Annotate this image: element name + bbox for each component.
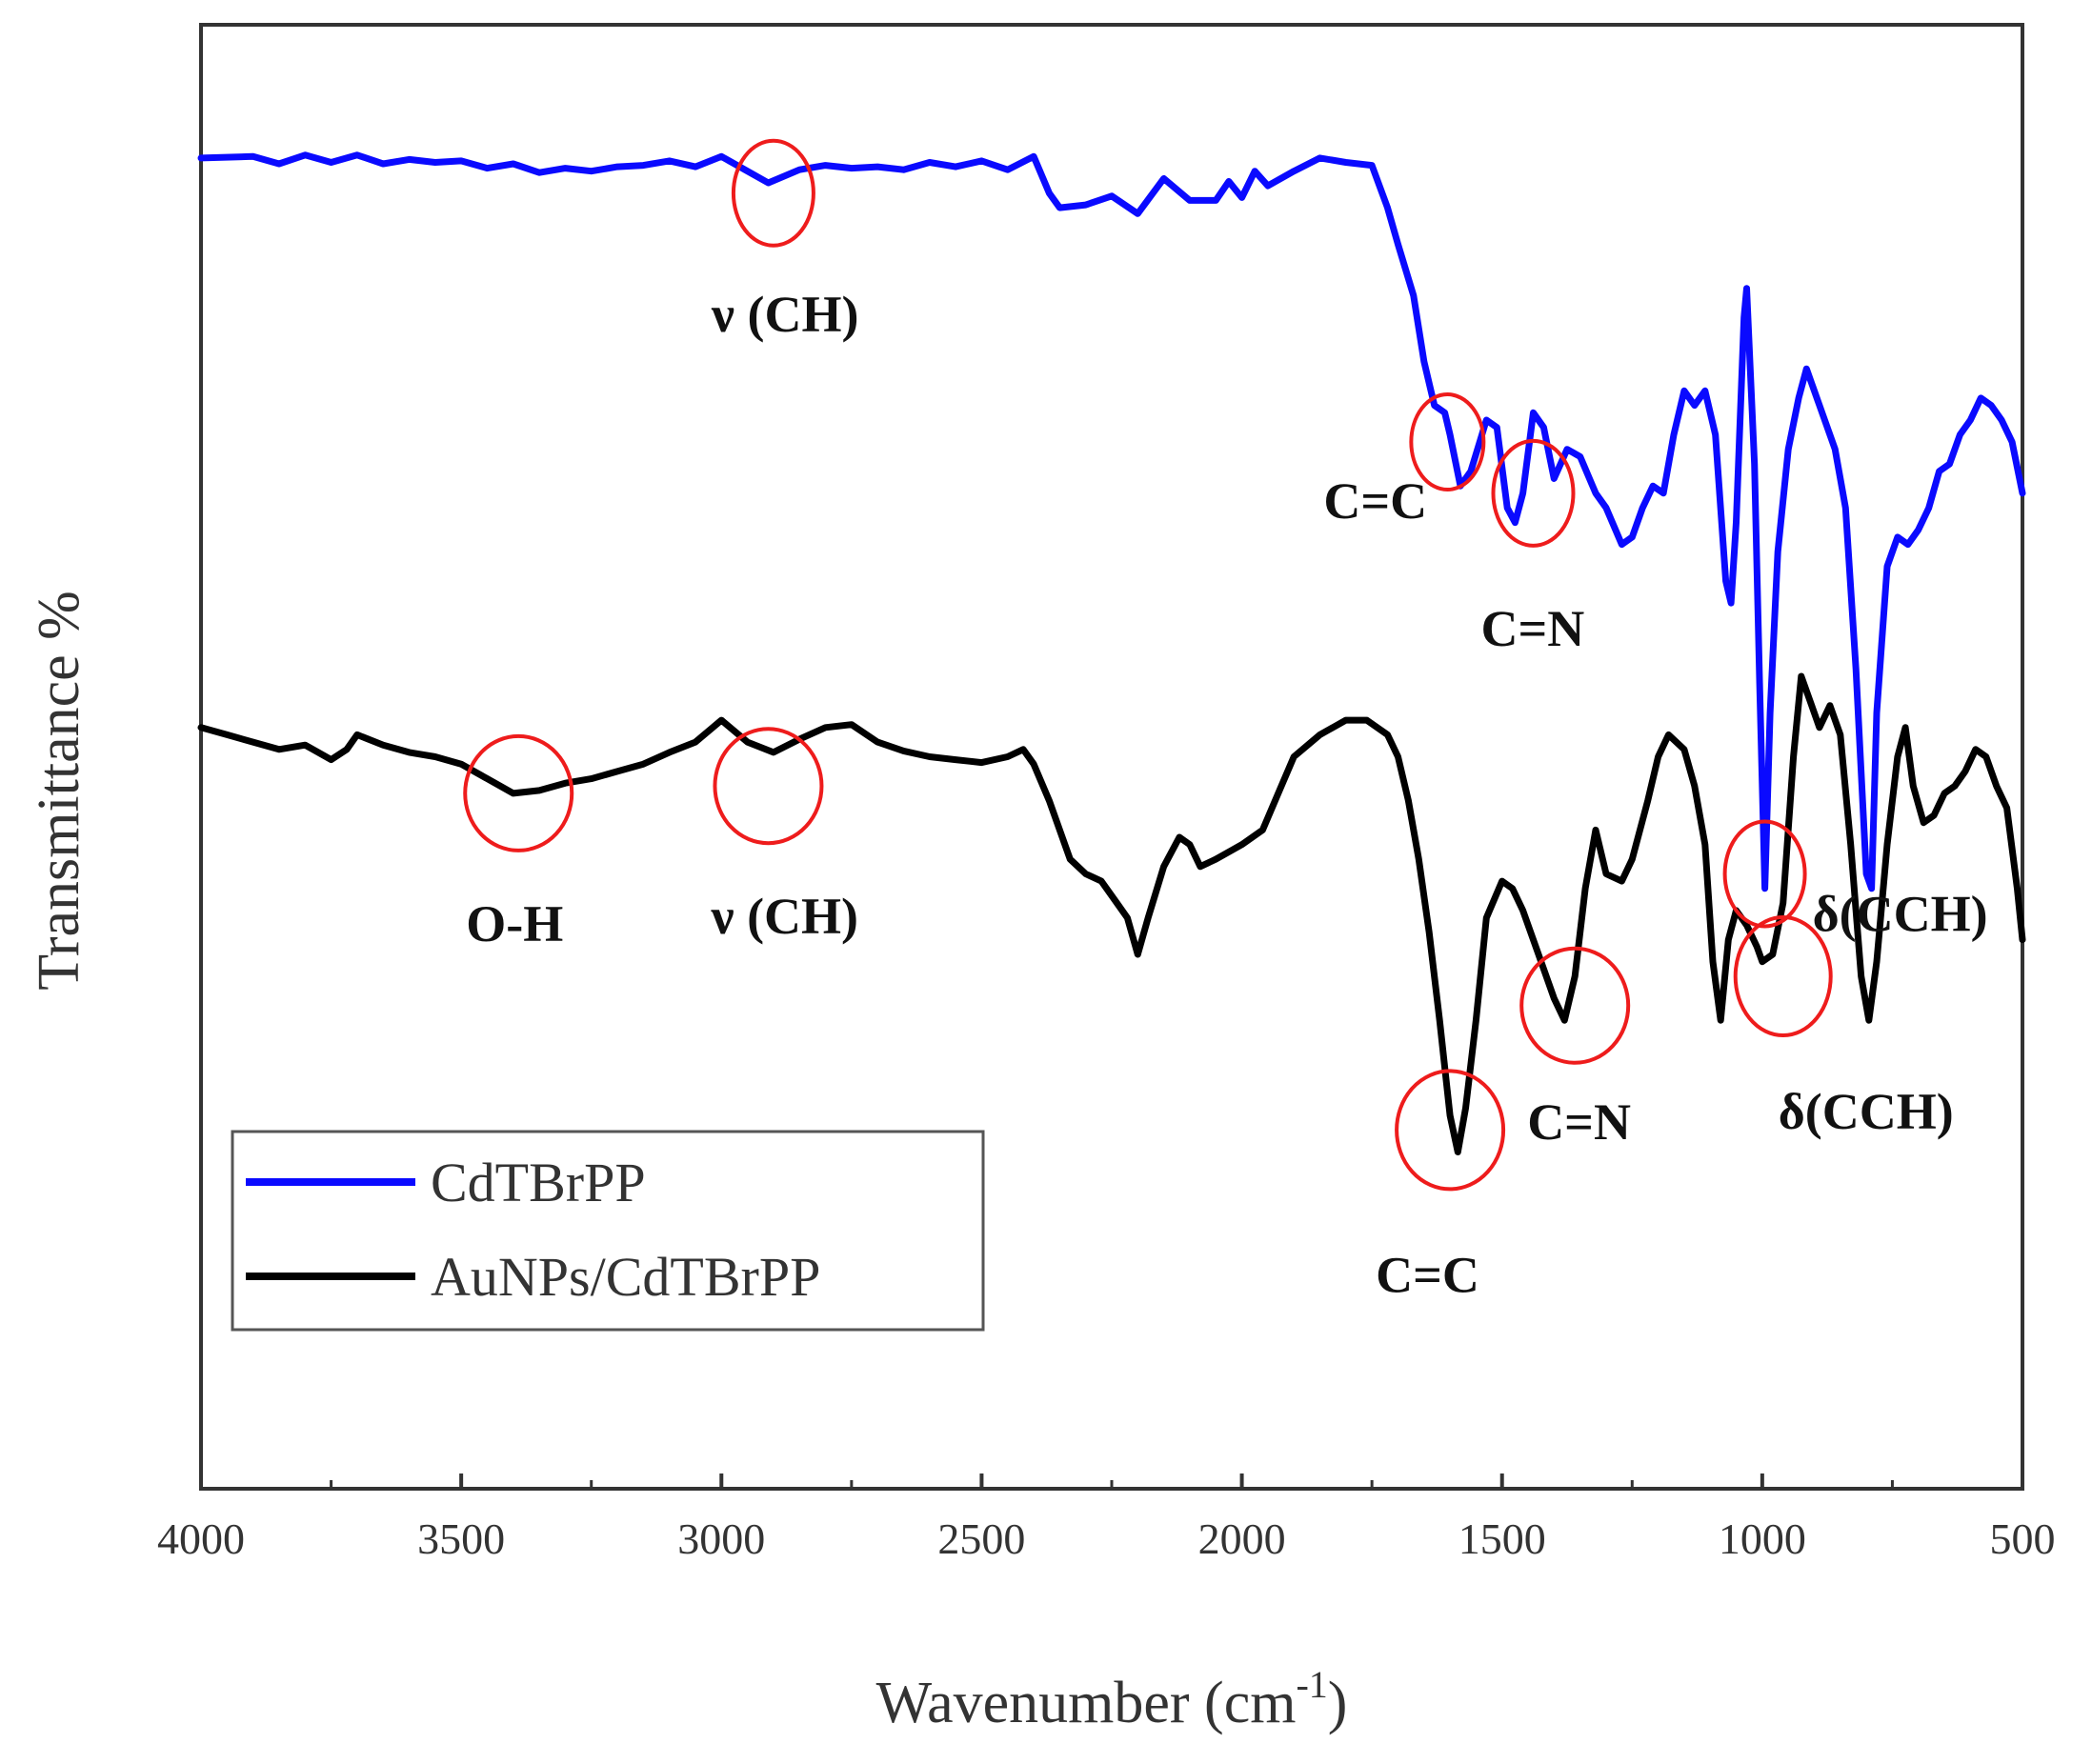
- legend-label-aunps-cdtbrpp: AuNPs/CdTBrPP: [431, 1246, 820, 1308]
- peak-circle-0: [731, 138, 815, 248]
- x-tick-label-3000: 3000: [677, 1514, 765, 1563]
- x-tick-label-3500: 3500: [417, 1514, 505, 1563]
- x-axis-title-end: ): [1328, 1671, 1348, 1735]
- x-tick-label-500: 500: [1990, 1514, 2056, 1563]
- annotation-layer: ν (CH) C=C C=N δ(CCH) O-H ν (CH) C=C C=N δ(CCH): [463, 138, 1988, 1303]
- peak-circle-7: [1519, 946, 1631, 1065]
- peak-label-3: δ(CCH): [1813, 885, 1988, 942]
- x-tick-label-2000: 2000: [1198, 1514, 1286, 1563]
- peak-circle-6: [1395, 1069, 1506, 1192]
- legend: CdTBrPP AuNPs/CdTBrPP: [231, 1130, 985, 1332]
- peak-circle-1: [1409, 392, 1486, 492]
- peak-label-1: C=C: [1323, 472, 1427, 530]
- peak-circle-8: [1733, 915, 1833, 1038]
- peak-circle-2: [1491, 438, 1576, 548]
- x-axis-ticks: 4000 3500 3000 2500 2000 1500 1000 500: [157, 1473, 2056, 1563]
- legend-label-cdtbrpp: CdTBrPP: [431, 1152, 646, 1213]
- series-line-0: [197, 151, 2026, 892]
- peak-label-7: C=N: [1527, 1093, 1631, 1151]
- x-axis-title-main: Wavenumber (cm: [876, 1671, 1297, 1735]
- peak-label-4: O-H: [466, 895, 563, 952]
- peak-label-2: C=N: [1480, 600, 1584, 657]
- peak-circle-5: [713, 727, 824, 846]
- peak-circle-3: [1722, 819, 1807, 929]
- x-tick-label-1000: 1000: [1719, 1514, 1806, 1563]
- y-axis-title: Transmittance %: [27, 591, 91, 991]
- x-tick-label-1500: 1500: [1458, 1514, 1546, 1563]
- x-axis-title: Wavenumber (cm-1): [876, 1663, 1348, 1735]
- peak-label-0: ν (CH): [711, 286, 859, 343]
- x-tick-label-4000: 4000: [157, 1514, 245, 1563]
- peak-circle-4: [463, 733, 574, 852]
- series-layer: [197, 151, 2026, 1155]
- peak-label-5: ν (CH): [710, 888, 858, 945]
- x-axis-title-sup: -1: [1296, 1663, 1327, 1706]
- legend-box: [231, 1130, 985, 1332]
- series-line-1: [197, 672, 2026, 1155]
- peak-label-8: δ(CCH): [1779, 1083, 1954, 1140]
- x-tick-label-2500: 2500: [937, 1514, 1025, 1563]
- peak-label-6: C=C: [1376, 1246, 1479, 1303]
